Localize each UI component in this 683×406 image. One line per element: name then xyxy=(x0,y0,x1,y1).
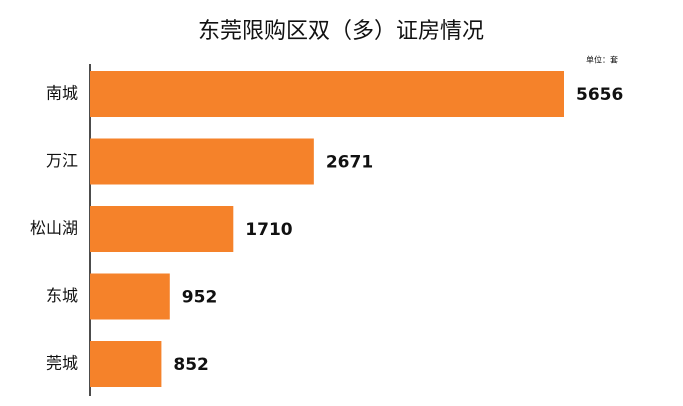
value-label: 5656 xyxy=(576,85,623,105)
bar xyxy=(90,71,564,117)
bar xyxy=(90,206,234,252)
unit-label: 单位：套 xyxy=(586,55,618,65)
y-tick-label: 莞城 xyxy=(46,354,78,373)
y-tick-label: 万江 xyxy=(46,151,78,170)
chart-title: 东莞限购区双（多）证房情况 xyxy=(198,19,484,44)
bar xyxy=(90,273,170,320)
bar xyxy=(90,138,314,185)
value-label: 1710 xyxy=(245,220,292,240)
value-label: 952 xyxy=(182,288,218,308)
value-label: 2671 xyxy=(326,153,373,173)
bar xyxy=(90,341,162,387)
y-tick-label: 南城 xyxy=(46,84,78,103)
y-tick-label: 松山湖 xyxy=(30,219,78,238)
value-label: 852 xyxy=(173,355,209,375)
y-tick-label: 东城 xyxy=(46,286,78,305)
